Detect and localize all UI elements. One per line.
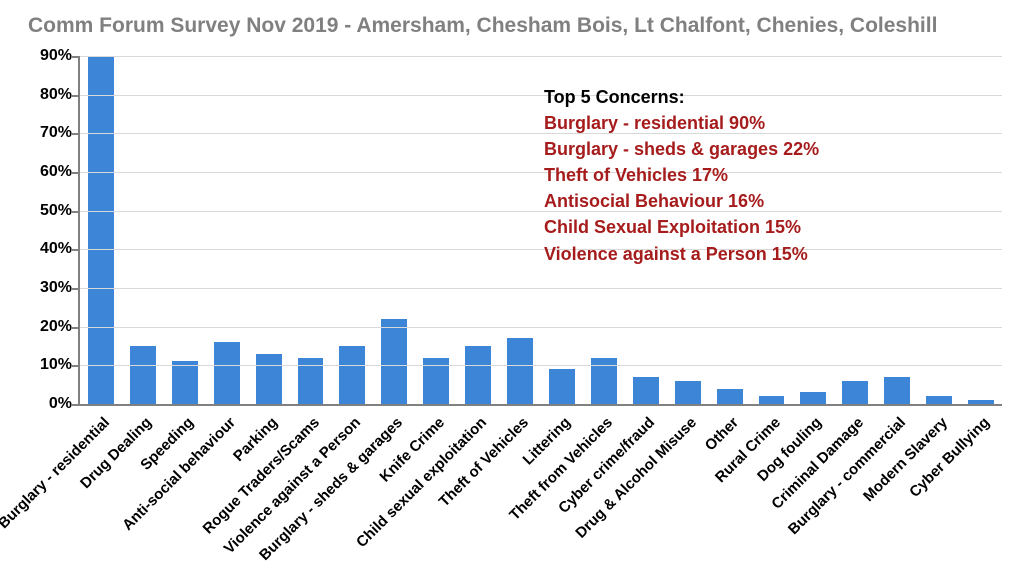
y-tick-mark: [72, 56, 78, 58]
y-tick-label: 20%: [12, 318, 72, 336]
bar: [214, 342, 240, 404]
gridline: [80, 133, 1002, 134]
y-tick-mark: [72, 95, 78, 97]
y-tick-mark: [72, 172, 78, 174]
y-tick-label: 70%: [12, 124, 72, 142]
y-tick-mark: [72, 327, 78, 329]
bar: [884, 377, 910, 404]
y-tick-mark: [72, 288, 78, 290]
y-tick-label: 0%: [12, 395, 72, 413]
annotation-item: Burglary - sheds & garages 22%: [544, 136, 819, 162]
bar: [172, 361, 198, 404]
y-tick-mark: [72, 365, 78, 367]
bar: [675, 381, 701, 404]
bar: [800, 392, 826, 404]
y-tick-label: 40%: [12, 240, 72, 258]
y-tick-label: 10%: [12, 356, 72, 374]
annotation-heading: Top 5 Concerns:: [544, 84, 819, 110]
bar: [339, 346, 365, 404]
bar: [717, 389, 743, 404]
y-tick-label: 60%: [12, 163, 72, 181]
bar: [88, 56, 114, 404]
gridline: [80, 211, 1002, 212]
gridline: [80, 327, 1002, 328]
top-concerns-annotation: Top 5 Concerns: Burglary - residential 9…: [544, 84, 819, 267]
gridline: [80, 249, 1002, 250]
bar: [968, 400, 994, 404]
x-tick-label: Other: [701, 414, 741, 454]
y-tick-label: 30%: [12, 279, 72, 297]
gridline: [80, 56, 1002, 57]
annotation-item: Antisocial Behaviour 16%: [544, 188, 819, 214]
y-tick-label: 50%: [12, 202, 72, 220]
bar: [549, 369, 575, 404]
bar: [759, 396, 785, 404]
bar: [465, 346, 491, 404]
annotation-item: Child Sexual Exploitation 15%: [544, 214, 819, 240]
y-tick-mark: [72, 404, 78, 406]
bar: [256, 354, 282, 404]
bar: [842, 381, 868, 404]
bar: [381, 319, 407, 404]
annotation-item: Violence against a Person 15%: [544, 241, 819, 267]
bar: [130, 346, 156, 404]
bar: [507, 338, 533, 404]
plot-area: [78, 56, 1002, 406]
annotation-item: Burglary - residential 90%: [544, 110, 819, 136]
y-tick-label: 80%: [12, 86, 72, 104]
chart-title: Comm Forum Survey Nov 2019 - Amersham, C…: [28, 14, 937, 38]
y-tick-mark: [72, 211, 78, 213]
gridline: [80, 288, 1002, 289]
bar: [633, 377, 659, 404]
gridline: [80, 172, 1002, 173]
y-tick-label: 90%: [12, 47, 72, 65]
bar: [926, 396, 952, 404]
annotation-item: Theft of Vehicles 17%: [544, 162, 819, 188]
gridline: [80, 365, 1002, 366]
survey-bar-chart: Comm Forum Survey Nov 2019 - Amersham, C…: [0, 0, 1024, 578]
gridline: [80, 95, 1002, 96]
bars-layer: [80, 56, 1002, 404]
y-tick-mark: [72, 133, 78, 135]
y-tick-mark: [72, 249, 78, 251]
